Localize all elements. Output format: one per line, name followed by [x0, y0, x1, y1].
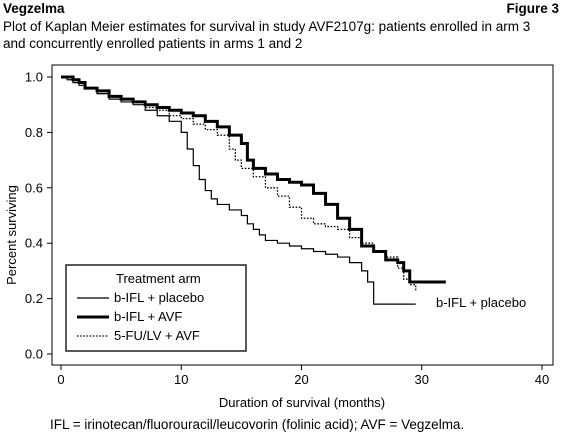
series-line-2: [61, 75, 446, 284]
chart-series: [61, 75, 446, 305]
y-tick-label: 0.8: [25, 125, 43, 140]
legend-label-2: b-IFL + AVF: [114, 309, 182, 324]
y-axis-label: Percent surviving: [4, 185, 19, 285]
figure-label: Figure 3: [506, 1, 559, 16]
legend-label-1: b-IFL + placebo: [114, 290, 204, 305]
brand-name: Vegzelma: [3, 1, 65, 16]
y-tick-label: 0.2: [25, 291, 43, 306]
legend-label-3: 5-FU/LV + AVF: [114, 328, 200, 343]
x-tick-label: 20: [294, 372, 308, 387]
y-tick-label: 0.4: [25, 236, 43, 251]
x-tick-label: 40: [535, 372, 549, 387]
x-tick-label: 0: [57, 372, 64, 387]
y-tick-label: 1.0: [25, 70, 43, 85]
x-axis-label: Duration of survival (months): [219, 395, 385, 410]
plot-frame: [51, 64, 554, 366]
y-tick-label: 0.6: [25, 180, 43, 195]
series-line-3: [61, 76, 417, 291]
legend-box: [65, 264, 247, 352]
chart-axes: 0 10 20 30 40 0.0 0.2 0.4 0.6 0.8 1.0: [25, 64, 554, 387]
legend-title: Treatment arm: [116, 271, 201, 286]
chart-legend: Treatment arm b-IFL + placebo b-IFL + AVF 5…: [65, 264, 247, 352]
series-annotation: b-IFL + placebo: [436, 295, 526, 310]
footnote: IFL = irinotecan/fluorouracil/leucovorin…: [50, 417, 465, 432]
x-tick-label: 30: [415, 372, 429, 387]
x-tick-label: 10: [174, 372, 188, 387]
figure-subtitle: Plot of Kaplan Meier estimates for survi…: [3, 19, 531, 51]
y-tick-label: 0.0: [25, 347, 43, 362]
